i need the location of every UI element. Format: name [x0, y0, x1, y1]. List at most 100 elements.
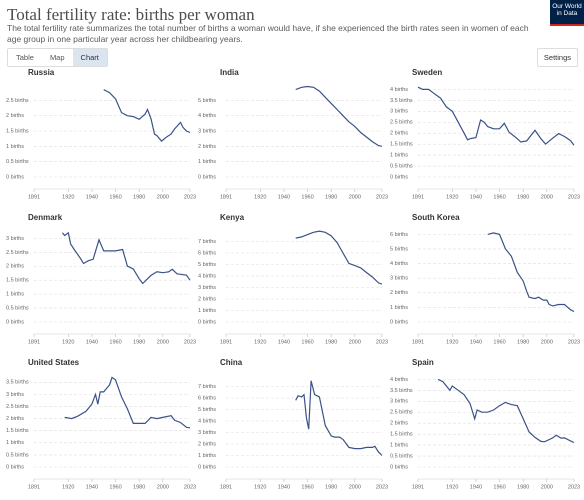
y-tick-label: 6 births	[390, 232, 408, 238]
x-tick-label: 1920	[62, 339, 74, 345]
x-tick-label: 2023	[184, 484, 196, 490]
y-tick-label: 6 births	[198, 395, 216, 401]
x-tick-label: 1940	[278, 484, 290, 490]
y-tick-label: 0 births	[390, 174, 408, 180]
y-tick-label: 1 births	[6, 440, 24, 446]
line	[295, 85, 383, 147]
x-tick-label: 2000	[157, 339, 169, 345]
x-tick-label: 2023	[568, 339, 580, 345]
line	[295, 380, 383, 456]
y-tick-label: 2 births	[6, 416, 24, 422]
x-tick-label: 1960	[493, 194, 505, 200]
x-tick-label: 1980	[133, 339, 145, 345]
y-tick-label: 1 births	[390, 305, 408, 311]
panel-title: Russia	[28, 68, 55, 77]
y-tick-label: 3 births	[6, 392, 24, 398]
y-tick-label: 1.5 births	[390, 432, 413, 438]
y-tick-label: 0.5 births	[390, 454, 413, 460]
line	[295, 230, 383, 285]
tab[interactable]: Map	[49, 53, 65, 62]
x-tick-label: 1891	[28, 484, 40, 490]
y-tick-label: 2 births	[198, 441, 216, 447]
y-tick-label: 3.5 births	[390, 388, 413, 394]
x-tick-label: 1920	[446, 194, 458, 200]
x-tick-label: 1960	[493, 484, 505, 490]
y-tick-label: 3.5 births	[390, 98, 413, 104]
line	[61, 231, 191, 285]
x-tick-label: 1891	[28, 339, 40, 345]
y-tick-label: 5 births	[198, 407, 216, 413]
x-tick-label: 2000	[349, 484, 361, 490]
panel-title: Sweden	[412, 68, 442, 77]
y-tick-label: 2.5 births	[6, 250, 29, 256]
x-tick-label: 1960	[109, 339, 121, 345]
y-tick-label: 4 births	[390, 377, 408, 383]
x-tick-label: 2023	[376, 339, 388, 345]
tab[interactable]: Chart	[72, 49, 107, 66]
y-tick-label: 5 births	[390, 246, 408, 252]
x-tick-label: 1891	[220, 484, 232, 490]
x-tick-label: 2000	[541, 484, 553, 490]
x-tick-label: 1940	[470, 194, 482, 200]
x-tick-label: 2000	[349, 339, 361, 345]
x-tick-label: 2000	[157, 194, 169, 200]
title: Total fertility rate: births per woman	[7, 5, 255, 24]
y-tick-label: 2 births	[390, 421, 408, 427]
y-tick-label: 3 births	[198, 430, 216, 436]
x-tick-label: 1891	[412, 484, 424, 490]
y-tick-label: 3 births	[198, 285, 216, 291]
y-tick-label: 4 births	[198, 273, 216, 279]
x-tick-label: 1940	[278, 339, 290, 345]
x-tick-label: 2023	[376, 194, 388, 200]
subtitle: The total fertility rate summarizes the …	[7, 23, 529, 44]
x-tick-label: 1960	[301, 339, 313, 345]
x-tick-label: 1891	[412, 339, 424, 345]
panel-title: China	[220, 358, 243, 367]
x-tick-label: 1920	[62, 194, 74, 200]
panel-title: India	[220, 68, 239, 77]
panel-title: South Korea	[412, 213, 460, 222]
x-tick-label: 2000	[157, 484, 169, 490]
y-tick-label: 2.5 births	[6, 404, 29, 410]
y-tick-label: 0 births	[198, 464, 216, 470]
y-tick-label: 0 births	[390, 464, 408, 470]
x-tick-label: 1980	[325, 484, 337, 490]
x-tick-label: 1920	[446, 339, 458, 345]
y-tick-label: 2 births	[390, 290, 408, 296]
x-tick-label: 1940	[86, 484, 98, 490]
x-tick-label: 1980	[517, 484, 529, 490]
logo[interactable]: Our World in Data	[550, 0, 584, 26]
y-tick-label: 3 births	[390, 276, 408, 282]
y-tick-label: 7 births	[198, 239, 216, 245]
x-tick-label: 1960	[493, 339, 505, 345]
tab[interactable]: Table	[16, 53, 34, 62]
panel-title: Spain	[412, 358, 434, 367]
y-tick-label: 4 births	[198, 418, 216, 424]
x-tick-label: 1980	[133, 484, 145, 490]
x-tick-label: 1940	[86, 339, 98, 345]
panel-title: United States	[28, 358, 80, 367]
x-tick-label: 1960	[109, 194, 121, 200]
y-tick-label: 1.5 births	[6, 128, 29, 134]
y-tick-label: 0 births	[390, 319, 408, 325]
x-tick-label: 1980	[133, 194, 145, 200]
y-tick-label: 0.5 births	[6, 306, 29, 312]
x-tick-label: 1980	[325, 194, 337, 200]
settings-button[interactable]: Settings	[536, 48, 578, 67]
y-tick-label: 6 births	[198, 250, 216, 256]
x-tick-label: 1891	[28, 194, 40, 200]
y-tick-label: 4 births	[390, 261, 408, 267]
x-tick-label: 2023	[568, 194, 580, 200]
y-tick-label: 3.5 births	[6, 380, 29, 386]
y-tick-label: 2 births	[390, 131, 408, 137]
y-tick-label: 0 births	[6, 464, 24, 470]
tabs: Table Map Chart	[7, 48, 108, 67]
y-tick-label: 1 births	[6, 292, 24, 298]
x-tick-label: 2000	[349, 194, 361, 200]
line	[417, 86, 575, 146]
x-tick-label: 1980	[325, 339, 337, 345]
y-tick-label: 2 births	[6, 264, 24, 270]
y-tick-label: 3 births	[390, 399, 408, 405]
x-tick-label: 1940	[86, 194, 98, 200]
y-tick-label: 3 births	[6, 236, 24, 242]
